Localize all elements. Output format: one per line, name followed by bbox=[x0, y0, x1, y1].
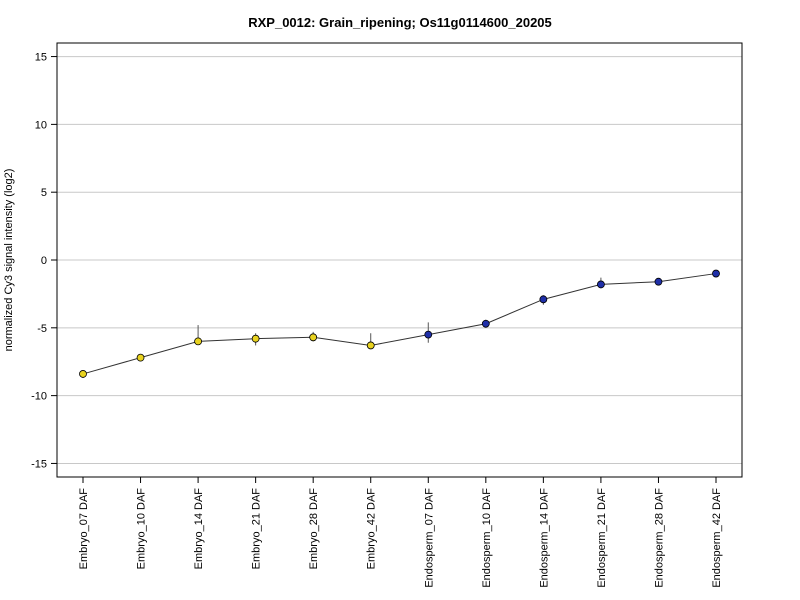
series-polyline bbox=[82, 273, 717, 375]
data-point bbox=[309, 333, 318, 342]
x-tick-label: Embryo_14 DAF bbox=[193, 488, 205, 570]
x-tick-label: Embryo_07 DAF bbox=[78, 488, 90, 570]
data-points bbox=[79, 269, 720, 378]
x-tick-label: Embryo_42 DAF bbox=[366, 488, 378, 570]
x-tick-label: Endosperm_07 DAF bbox=[423, 488, 435, 588]
x-tick-label: Endosperm_42 DAF bbox=[711, 488, 723, 588]
y-tick-label: 15 bbox=[35, 52, 47, 64]
chart-title: RXP_0012: Grain_ripening; Os11g0114600_2… bbox=[248, 15, 552, 30]
data-point bbox=[136, 353, 145, 362]
x-tick-label: Embryo_10 DAF bbox=[136, 488, 148, 570]
x-axis: Embryo_07 DAF Embryo_10 DAF Embryo_14 DAF E… bbox=[78, 477, 723, 588]
x-tick-label: Endosperm_28 DAF bbox=[653, 488, 665, 588]
data-point bbox=[654, 277, 663, 286]
x-tick-label: Embryo_28 DAF bbox=[308, 488, 320, 570]
grid-lines bbox=[57, 56, 742, 464]
x-tick-label: Endosperm_14 DAF bbox=[538, 488, 550, 588]
y-tick-label: 10 bbox=[35, 119, 47, 131]
y-tick-label: -5 bbox=[37, 323, 47, 335]
y-tick-label: 0 bbox=[41, 255, 47, 267]
y-axis-label: normalized Cy3 signal intensity (log2) bbox=[3, 169, 15, 352]
y-tick-label: -15 bbox=[31, 458, 47, 470]
data-point bbox=[366, 341, 375, 350]
data-point bbox=[194, 337, 202, 346]
y-axis: -15 -10 -5 0 5 10 15 bbox=[31, 52, 57, 470]
data-point bbox=[424, 330, 433, 339]
y-tick-label: -10 bbox=[31, 391, 47, 403]
data-point bbox=[539, 295, 548, 304]
data-point bbox=[597, 280, 605, 289]
y-tick-label: 5 bbox=[41, 187, 47, 199]
series-line bbox=[82, 273, 717, 375]
x-tick-label: Endosperm_21 DAF bbox=[596, 488, 608, 588]
x-tick-label: Endosperm_10 DAF bbox=[481, 488, 493, 588]
data-point bbox=[712, 269, 720, 278]
x-tick-label: Embryo_21 DAF bbox=[251, 488, 263, 570]
error-bars bbox=[82, 270, 717, 378]
data-point bbox=[79, 370, 87, 378]
data-point bbox=[251, 334, 260, 343]
data-point bbox=[481, 319, 490, 328]
